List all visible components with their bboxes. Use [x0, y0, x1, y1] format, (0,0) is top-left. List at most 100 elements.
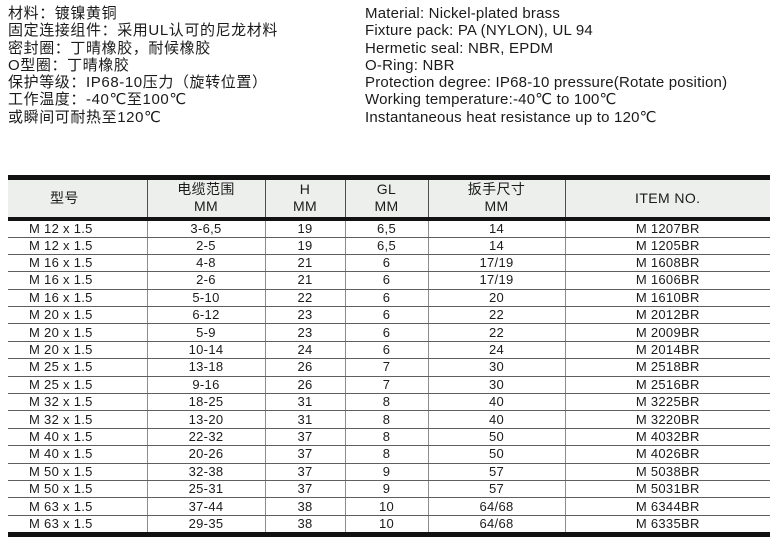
table-cell: 3-6,5 — [147, 218, 266, 238]
table-cell: 8 — [345, 445, 429, 464]
table-cell: M 25 x 1.5 — [8, 376, 148, 395]
table-cell: M 4026BR — [565, 445, 770, 464]
table-cell: 40 — [428, 393, 566, 412]
table-cell: M 2009BR — [565, 323, 770, 342]
table-cell: 8 — [345, 428, 429, 447]
table-cell: 6 — [345, 271, 429, 290]
header-wrench-size-label: 扳手尺寸 — [467, 181, 526, 198]
header-gl: GL MM — [345, 177, 429, 221]
spec-line-fixture-en: Fixture pack: PA (NYLON), UL 94 — [365, 22, 593, 40]
table-cell: 22 — [428, 306, 566, 325]
parts-table-container: 型号 电缆范围 MM H MM GL MM 扳手尺寸 MM ITEM NO. — [8, 175, 770, 537]
table-row: M 25 x 1.5 9-16 26 7 30 M 2516BR — [8, 376, 770, 395]
spec-block-chinese: 材料：镀镍黄铜 固定连接组件：采用UL认可的尼龙材料 密封圈：丁晴橡胶，耐候橡胶… — [8, 5, 278, 126]
spec-line-heat-zh: 或瞬间可耐热至120℃ — [8, 108, 162, 126]
table-row: M 40 x 1.5 22-32 37 8 50 M 4032BR — [8, 428, 770, 447]
spec-line-oring-en: O-Ring: NBR — [365, 56, 455, 74]
table-cell: M 1608BR — [565, 254, 770, 273]
spec-line-temperature-zh: 工作温度：-40℃至100℃ — [8, 91, 187, 109]
table-cell: 37 — [265, 463, 346, 481]
header-gl-unit: MM — [374, 198, 399, 215]
table-cell: 38 — [265, 497, 346, 516]
table-cell: M 20 x 1.5 — [8, 323, 148, 342]
table-cell: 22-32 — [147, 428, 266, 447]
table-row: M 50 x 1.5 32-38 37 9 57 M 5038BR — [8, 463, 770, 481]
table-row: M 16 x 1.5 2-6 21 6 17/19 M 1606BR — [8, 271, 770, 290]
table-cell: M 40 x 1.5 — [8, 445, 148, 464]
table-cell: M 16 x 1.5 — [8, 254, 148, 273]
header-model: 型号 — [8, 177, 148, 221]
table-cell: 17/19 — [428, 271, 566, 290]
table-cell: 7 — [345, 358, 429, 377]
table-cell: 40 — [428, 410, 566, 429]
table-row: M 32 x 1.5 18-25 31 8 40 M 3225BR — [8, 393, 770, 412]
table-cell: M 4032BR — [565, 428, 770, 447]
table-cell: 30 — [428, 376, 566, 395]
table-cell: 37 — [265, 428, 346, 447]
table-cell: M 16 x 1.5 — [8, 289, 148, 308]
table-cell: 9 — [345, 480, 429, 499]
table-cell: M 50 x 1.5 — [8, 480, 148, 499]
table-cell: M 2516BR — [565, 376, 770, 395]
spec-line-protection-zh: 保护等级：IP68-10压力（旋转位置） — [8, 74, 268, 92]
table-cell: 9 — [345, 463, 429, 481]
table-cell: 2-6 — [147, 271, 266, 290]
table-cell: M 50 x 1.5 — [8, 463, 148, 481]
table-cell: M 5038BR — [565, 463, 770, 481]
table-row: M 12 x 1.5 2-5 19 6,5 14 M 1205BR — [8, 237, 770, 255]
table-cell: M 32 x 1.5 — [8, 393, 148, 412]
table-cell: M 16 x 1.5 — [8, 271, 148, 290]
table-row: M 16 x 1.5 4-8 21 6 17/19 M 1608BR — [8, 254, 770, 273]
table-cell: 10 — [345, 515, 429, 535]
spec-line-temperature-en: Working temperature:-40℃ to 100℃ — [365, 91, 617, 109]
table-row: M 40 x 1.5 20-26 37 8 50 M 4026BR — [8, 445, 770, 464]
table-cell: 14 — [428, 237, 566, 255]
spec-line-seal-en: Hermetic seal: NBR, EPDM — [365, 39, 554, 57]
table-cell: 21 — [265, 254, 346, 273]
table-cell: 6,5 — [345, 237, 429, 255]
table-cell: 6 — [345, 323, 429, 342]
table-cell: 31 — [265, 410, 346, 429]
table-cell: M 2518BR — [565, 358, 770, 377]
table-row: M 25 x 1.5 13-18 26 7 30 M 2518BR — [8, 358, 770, 377]
parts-table: 型号 电缆范围 MM H MM GL MM 扳手尺寸 MM ITEM NO. — [8, 175, 770, 537]
spec-line-oring-zh: O型圈：丁晴橡胶 — [8, 56, 130, 74]
table-cell: 6 — [345, 306, 429, 325]
table-cell: 7 — [345, 376, 429, 395]
table-cell: 50 — [428, 428, 566, 447]
table-cell: M 3225BR — [565, 393, 770, 412]
table-cell: 37-44 — [147, 497, 266, 516]
header-cable-range-label: 电缆范围 — [177, 181, 235, 198]
table-cell: 37 — [265, 480, 346, 499]
table-cell: M 63 x 1.5 — [8, 497, 148, 516]
table-cell: 26 — [265, 358, 346, 377]
table-cell: 24 — [265, 341, 346, 360]
table-row: M 63 x 1.5 29-35 38 10 64/68 M 6335BR — [8, 515, 770, 535]
table-cell: 6 — [345, 289, 429, 308]
table-cell: 31 — [265, 393, 346, 412]
table-cell: M 2012BR — [565, 306, 770, 325]
table-cell: 64/68 — [428, 515, 566, 535]
table-cell: 22 — [428, 323, 566, 342]
header-cable-range-unit: MM — [193, 198, 219, 215]
header-cable-range: 电缆范围 MM — [147, 177, 266, 221]
table-cell: 19 — [265, 237, 346, 255]
table-cell: 20-26 — [147, 445, 266, 464]
table-row: M 20 x 1.5 10-14 24 6 24 M 2014BR — [8, 341, 770, 360]
table-cell: 6-12 — [147, 306, 266, 325]
table-cell: 22 — [265, 289, 346, 308]
table-cell: 6 — [345, 341, 429, 360]
table-cell: M 6335BR — [635, 515, 700, 531]
table-cell: 20 — [428, 289, 566, 308]
header-model-label: 型号 — [50, 189, 79, 206]
table-cell: M 2014BR — [565, 341, 770, 360]
table-row: M 32 x 1.5 13-20 31 8 40 M 3220BR — [8, 410, 770, 429]
header-h-unit: MM — [292, 198, 318, 215]
table-cell: 19 — [265, 218, 346, 238]
spec-line-fixture-zh: 固定连接组件：采用UL认可的尼龙材料 — [8, 22, 278, 40]
header-wrench-size: 扳手尺寸 MM — [428, 177, 566, 221]
table-cell: M 12 x 1.5 — [8, 237, 148, 255]
header-gl-label: GL — [376, 181, 397, 198]
table-cell: 23 — [265, 306, 346, 325]
table-cell: 26 — [265, 376, 346, 395]
